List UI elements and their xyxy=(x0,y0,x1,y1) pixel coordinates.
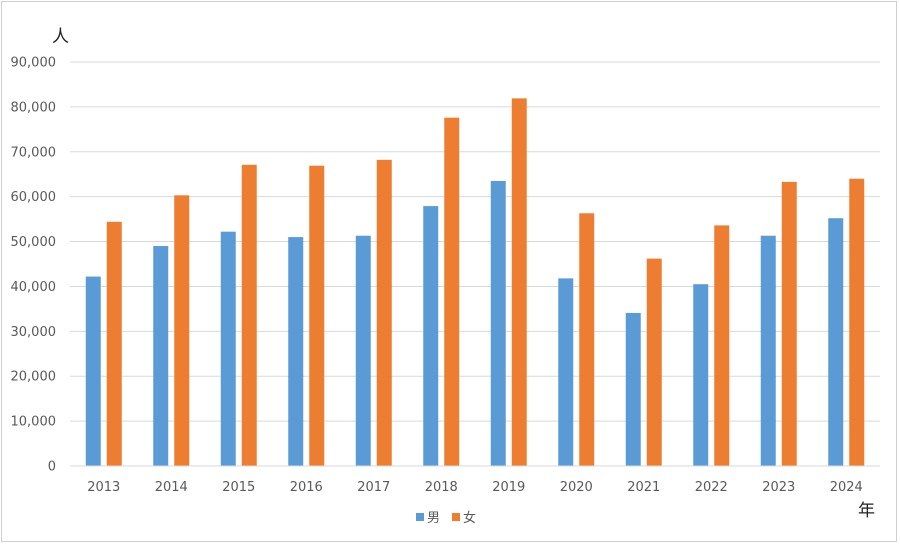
x-tick-label: 2020 xyxy=(560,480,593,495)
bar-男-2014 xyxy=(153,246,169,466)
y-tick-label: 90,000 xyxy=(11,56,57,71)
bar-男-2018 xyxy=(423,206,439,467)
bar-男-2023 xyxy=(760,235,776,466)
gridlines xyxy=(70,61,880,422)
bar-男-2022 xyxy=(693,284,709,466)
y-tick-label: 60,000 xyxy=(11,190,57,205)
bar-女-2022 xyxy=(714,225,730,466)
y-tick-label: 10,000 xyxy=(11,415,57,430)
legend-label: 男 xyxy=(427,511,440,526)
y-axis-label: 人 xyxy=(52,27,69,47)
bar-男-2015 xyxy=(220,231,236,466)
bar-男-2013 xyxy=(85,276,101,466)
bar-女-2014 xyxy=(174,195,190,466)
x-tick-label: 2024 xyxy=(830,480,863,495)
y-tick-label: 20,000 xyxy=(11,370,57,385)
bar-女-2024 xyxy=(849,178,865,466)
bar-女-2013 xyxy=(106,221,122,466)
x-tick-label: 2023 xyxy=(762,480,795,495)
y-tick-label: 80,000 xyxy=(11,100,57,115)
bar-男-2016 xyxy=(288,237,304,466)
bars xyxy=(85,98,865,467)
bar-男-2024 xyxy=(828,218,844,466)
y-tick-label: 70,000 xyxy=(11,145,57,160)
legend: 男女 xyxy=(416,510,476,526)
x-axis-label: 年 xyxy=(858,501,875,521)
x-tick-label: 2013 xyxy=(87,480,120,495)
y-tick-label: 30,000 xyxy=(11,325,57,340)
legend-swatch xyxy=(416,513,424,521)
bar-女-2023 xyxy=(781,181,797,466)
bar-女-2020 xyxy=(579,213,595,466)
bar-男-2020 xyxy=(558,278,574,466)
x-tick-label: 2015 xyxy=(222,480,255,495)
y-tick-label: 40,000 xyxy=(11,280,57,295)
x-tick-label: 2016 xyxy=(290,480,323,495)
x-axis-ticks: 2013 2014 2015 2016 2017 2018 2019 2020 2021 2022… xyxy=(87,480,863,495)
bar-男-2017 xyxy=(355,235,371,466)
y-tick-label: 50,000 xyxy=(11,235,57,250)
bar-男-2021 xyxy=(625,312,641,466)
bar-女-2018 xyxy=(444,117,460,466)
y-tick-label: 0 xyxy=(48,460,56,475)
x-tick-label: 2022 xyxy=(695,480,728,495)
bar-男-2019 xyxy=(490,180,506,466)
legend-swatch xyxy=(452,513,460,521)
x-tick-label: 2017 xyxy=(357,480,390,495)
x-tick-label: 2014 xyxy=(155,480,188,495)
bar-女-2015 xyxy=(241,164,257,466)
bar-女-2021 xyxy=(646,258,662,466)
y-axis-ticks: 0 10,000 20,000 30,000 40,000 50,000 60,000 70,… xyxy=(11,56,57,475)
bar-女-2019 xyxy=(511,98,527,467)
x-tick-label: 2021 xyxy=(627,480,660,495)
bar-女-2017 xyxy=(376,159,392,466)
legend-label: 女 xyxy=(463,510,476,526)
x-tick-label: 2019 xyxy=(492,480,525,495)
bar-女-2016 xyxy=(309,165,325,466)
x-tick-label: 2018 xyxy=(425,480,458,495)
